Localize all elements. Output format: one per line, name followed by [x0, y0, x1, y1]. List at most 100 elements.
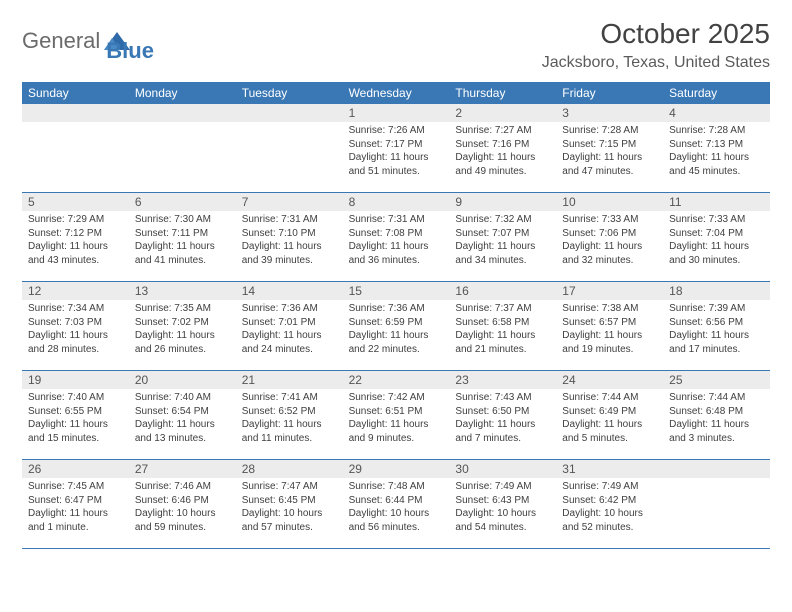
- day-number: 13: [129, 282, 236, 300]
- weekday-header: Wednesday: [343, 82, 450, 104]
- header-bar: General Blue October 2025 Jacksboro, Tex…: [22, 18, 770, 72]
- day-details: Sunrise: 7:33 AMSunset: 7:06 PMDaylight:…: [556, 211, 663, 271]
- weekday-header: Friday: [556, 82, 663, 104]
- calendar-cell: [236, 104, 343, 192]
- weekday-header: Tuesday: [236, 82, 343, 104]
- calendar-cell: 2Sunrise: 7:27 AMSunset: 7:16 PMDaylight…: [449, 104, 556, 192]
- calendar-cell: 21Sunrise: 7:41 AMSunset: 6:52 PMDayligh…: [236, 371, 343, 459]
- day-number: 11: [663, 193, 770, 211]
- day-details: Sunrise: 7:33 AMSunset: 7:04 PMDaylight:…: [663, 211, 770, 271]
- calendar-cell: 22Sunrise: 7:42 AMSunset: 6:51 PMDayligh…: [343, 371, 450, 459]
- day-details: Sunrise: 7:36 AMSunset: 7:01 PMDaylight:…: [236, 300, 343, 360]
- calendar-cell: 26Sunrise: 7:45 AMSunset: 6:47 PMDayligh…: [22, 460, 129, 548]
- calendar-cell: 20Sunrise: 7:40 AMSunset: 6:54 PMDayligh…: [129, 371, 236, 459]
- day-details: Sunrise: 7:49 AMSunset: 6:42 PMDaylight:…: [556, 478, 663, 538]
- day-details: Sunrise: 7:37 AMSunset: 6:58 PMDaylight:…: [449, 300, 556, 360]
- calendar-cell: [129, 104, 236, 192]
- day-number: 27: [129, 460, 236, 478]
- calendar-cell: 18Sunrise: 7:39 AMSunset: 6:56 PMDayligh…: [663, 282, 770, 370]
- calendar: SundayMondayTuesdayWednesdayThursdayFrid…: [22, 82, 770, 549]
- day-details: Sunrise: 7:46 AMSunset: 6:46 PMDaylight:…: [129, 478, 236, 538]
- day-details: Sunrise: 7:28 AMSunset: 7:13 PMDaylight:…: [663, 122, 770, 182]
- calendar-cell: 16Sunrise: 7:37 AMSunset: 6:58 PMDayligh…: [449, 282, 556, 370]
- calendar-cell: 9Sunrise: 7:32 AMSunset: 7:07 PMDaylight…: [449, 193, 556, 281]
- day-number: 19: [22, 371, 129, 389]
- day-details: Sunrise: 7:27 AMSunset: 7:16 PMDaylight:…: [449, 122, 556, 182]
- calendar-cell: 17Sunrise: 7:38 AMSunset: 6:57 PMDayligh…: [556, 282, 663, 370]
- day-number: 4: [663, 104, 770, 122]
- calendar-cell: 13Sunrise: 7:35 AMSunset: 7:02 PMDayligh…: [129, 282, 236, 370]
- day-number: 26: [22, 460, 129, 478]
- day-number-empty: [129, 104, 236, 122]
- brand-text-1: General: [22, 28, 100, 54]
- day-number: 23: [449, 371, 556, 389]
- calendar-cell: 12Sunrise: 7:34 AMSunset: 7:03 PMDayligh…: [22, 282, 129, 370]
- calendar-cell: [663, 460, 770, 548]
- day-details: Sunrise: 7:41 AMSunset: 6:52 PMDaylight:…: [236, 389, 343, 449]
- calendar-cell: 15Sunrise: 7:36 AMSunset: 6:59 PMDayligh…: [343, 282, 450, 370]
- day-number: 29: [343, 460, 450, 478]
- day-number: 2: [449, 104, 556, 122]
- day-number: 12: [22, 282, 129, 300]
- day-number-empty: [236, 104, 343, 122]
- brand-logo: General Blue: [22, 18, 154, 64]
- calendar-cell: 1Sunrise: 7:26 AMSunset: 7:17 PMDaylight…: [343, 104, 450, 192]
- weekday-header: Saturday: [663, 82, 770, 104]
- calendar-body: 1Sunrise: 7:26 AMSunset: 7:17 PMDaylight…: [22, 104, 770, 549]
- day-number: 3: [556, 104, 663, 122]
- day-number: 31: [556, 460, 663, 478]
- day-details: Sunrise: 7:40 AMSunset: 6:54 PMDaylight:…: [129, 389, 236, 449]
- day-details: Sunrise: 7:38 AMSunset: 6:57 PMDaylight:…: [556, 300, 663, 360]
- day-number: 15: [343, 282, 450, 300]
- calendar-cell: 30Sunrise: 7:49 AMSunset: 6:43 PMDayligh…: [449, 460, 556, 548]
- calendar-cell: 31Sunrise: 7:49 AMSunset: 6:42 PMDayligh…: [556, 460, 663, 548]
- day-details: Sunrise: 7:40 AMSunset: 6:55 PMDaylight:…: [22, 389, 129, 449]
- calendar-cell: 3Sunrise: 7:28 AMSunset: 7:15 PMDaylight…: [556, 104, 663, 192]
- day-details: Sunrise: 7:31 AMSunset: 7:10 PMDaylight:…: [236, 211, 343, 271]
- weekday-header: Monday: [129, 82, 236, 104]
- brand-text-2: Blue: [106, 38, 154, 63]
- month-title: October 2025: [542, 18, 770, 50]
- calendar-cell: 11Sunrise: 7:33 AMSunset: 7:04 PMDayligh…: [663, 193, 770, 281]
- calendar-cell: 19Sunrise: 7:40 AMSunset: 6:55 PMDayligh…: [22, 371, 129, 459]
- calendar-cell: 4Sunrise: 7:28 AMSunset: 7:13 PMDaylight…: [663, 104, 770, 192]
- day-details: Sunrise: 7:32 AMSunset: 7:07 PMDaylight:…: [449, 211, 556, 271]
- day-number-empty: [663, 460, 770, 478]
- calendar-cell: 8Sunrise: 7:31 AMSunset: 7:08 PMDaylight…: [343, 193, 450, 281]
- weekday-header: Thursday: [449, 82, 556, 104]
- day-number: 20: [129, 371, 236, 389]
- day-details: Sunrise: 7:48 AMSunset: 6:44 PMDaylight:…: [343, 478, 450, 538]
- day-number: 10: [556, 193, 663, 211]
- day-number: 1: [343, 104, 450, 122]
- day-number: 24: [556, 371, 663, 389]
- day-number-empty: [22, 104, 129, 122]
- day-details: Sunrise: 7:45 AMSunset: 6:47 PMDaylight:…: [22, 478, 129, 538]
- day-number: 5: [22, 193, 129, 211]
- day-number: 21: [236, 371, 343, 389]
- day-details: Sunrise: 7:39 AMSunset: 6:56 PMDaylight:…: [663, 300, 770, 360]
- day-number: 30: [449, 460, 556, 478]
- day-details: Sunrise: 7:43 AMSunset: 6:50 PMDaylight:…: [449, 389, 556, 449]
- day-details: Sunrise: 7:47 AMSunset: 6:45 PMDaylight:…: [236, 478, 343, 538]
- day-number: 16: [449, 282, 556, 300]
- day-details: Sunrise: 7:31 AMSunset: 7:08 PMDaylight:…: [343, 211, 450, 271]
- day-number: 14: [236, 282, 343, 300]
- weekday-header: Sunday: [22, 82, 129, 104]
- calendar-cell: 7Sunrise: 7:31 AMSunset: 7:10 PMDaylight…: [236, 193, 343, 281]
- day-number: 28: [236, 460, 343, 478]
- day-details: Sunrise: 7:36 AMSunset: 6:59 PMDaylight:…: [343, 300, 450, 360]
- day-details: Sunrise: 7:49 AMSunset: 6:43 PMDaylight:…: [449, 478, 556, 538]
- calendar-cell: 6Sunrise: 7:30 AMSunset: 7:11 PMDaylight…: [129, 193, 236, 281]
- day-number: 7: [236, 193, 343, 211]
- calendar-cell: [22, 104, 129, 192]
- day-details: Sunrise: 7:35 AMSunset: 7:02 PMDaylight:…: [129, 300, 236, 360]
- calendar-cell: 14Sunrise: 7:36 AMSunset: 7:01 PMDayligh…: [236, 282, 343, 370]
- calendar-cell: 5Sunrise: 7:29 AMSunset: 7:12 PMDaylight…: [22, 193, 129, 281]
- calendar-week: 1Sunrise: 7:26 AMSunset: 7:17 PMDaylight…: [22, 104, 770, 193]
- calendar-week: 5Sunrise: 7:29 AMSunset: 7:12 PMDaylight…: [22, 193, 770, 282]
- day-details: Sunrise: 7:30 AMSunset: 7:11 PMDaylight:…: [129, 211, 236, 271]
- calendar-week: 19Sunrise: 7:40 AMSunset: 6:55 PMDayligh…: [22, 371, 770, 460]
- calendar-cell: 23Sunrise: 7:43 AMSunset: 6:50 PMDayligh…: [449, 371, 556, 459]
- day-details: Sunrise: 7:44 AMSunset: 6:49 PMDaylight:…: [556, 389, 663, 449]
- day-details: Sunrise: 7:26 AMSunset: 7:17 PMDaylight:…: [343, 122, 450, 182]
